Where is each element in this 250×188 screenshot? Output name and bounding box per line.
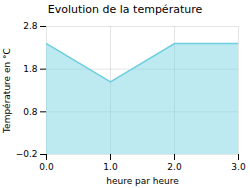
svg-text:heure par heure: heure par heure xyxy=(106,176,179,186)
html-text:Evolution de la température: Evolution de la température xyxy=(47,3,203,16)
svg-text:1.0: 1.0 xyxy=(103,162,118,172)
svg-text:0.0: 0.0 xyxy=(39,162,54,172)
svg-text:Température en °C: Température en °C xyxy=(2,48,12,134)
svg-text:−0.2: −0.2 xyxy=(16,149,38,159)
svg-text:1.8: 1.8 xyxy=(23,64,38,74)
svg-text:2.0: 2.0 xyxy=(167,162,182,172)
svg-text:0.8: 0.8 xyxy=(23,107,38,117)
svg-text:3.0: 3.0 xyxy=(231,162,246,172)
svg-text:2.8: 2.8 xyxy=(23,21,38,31)
